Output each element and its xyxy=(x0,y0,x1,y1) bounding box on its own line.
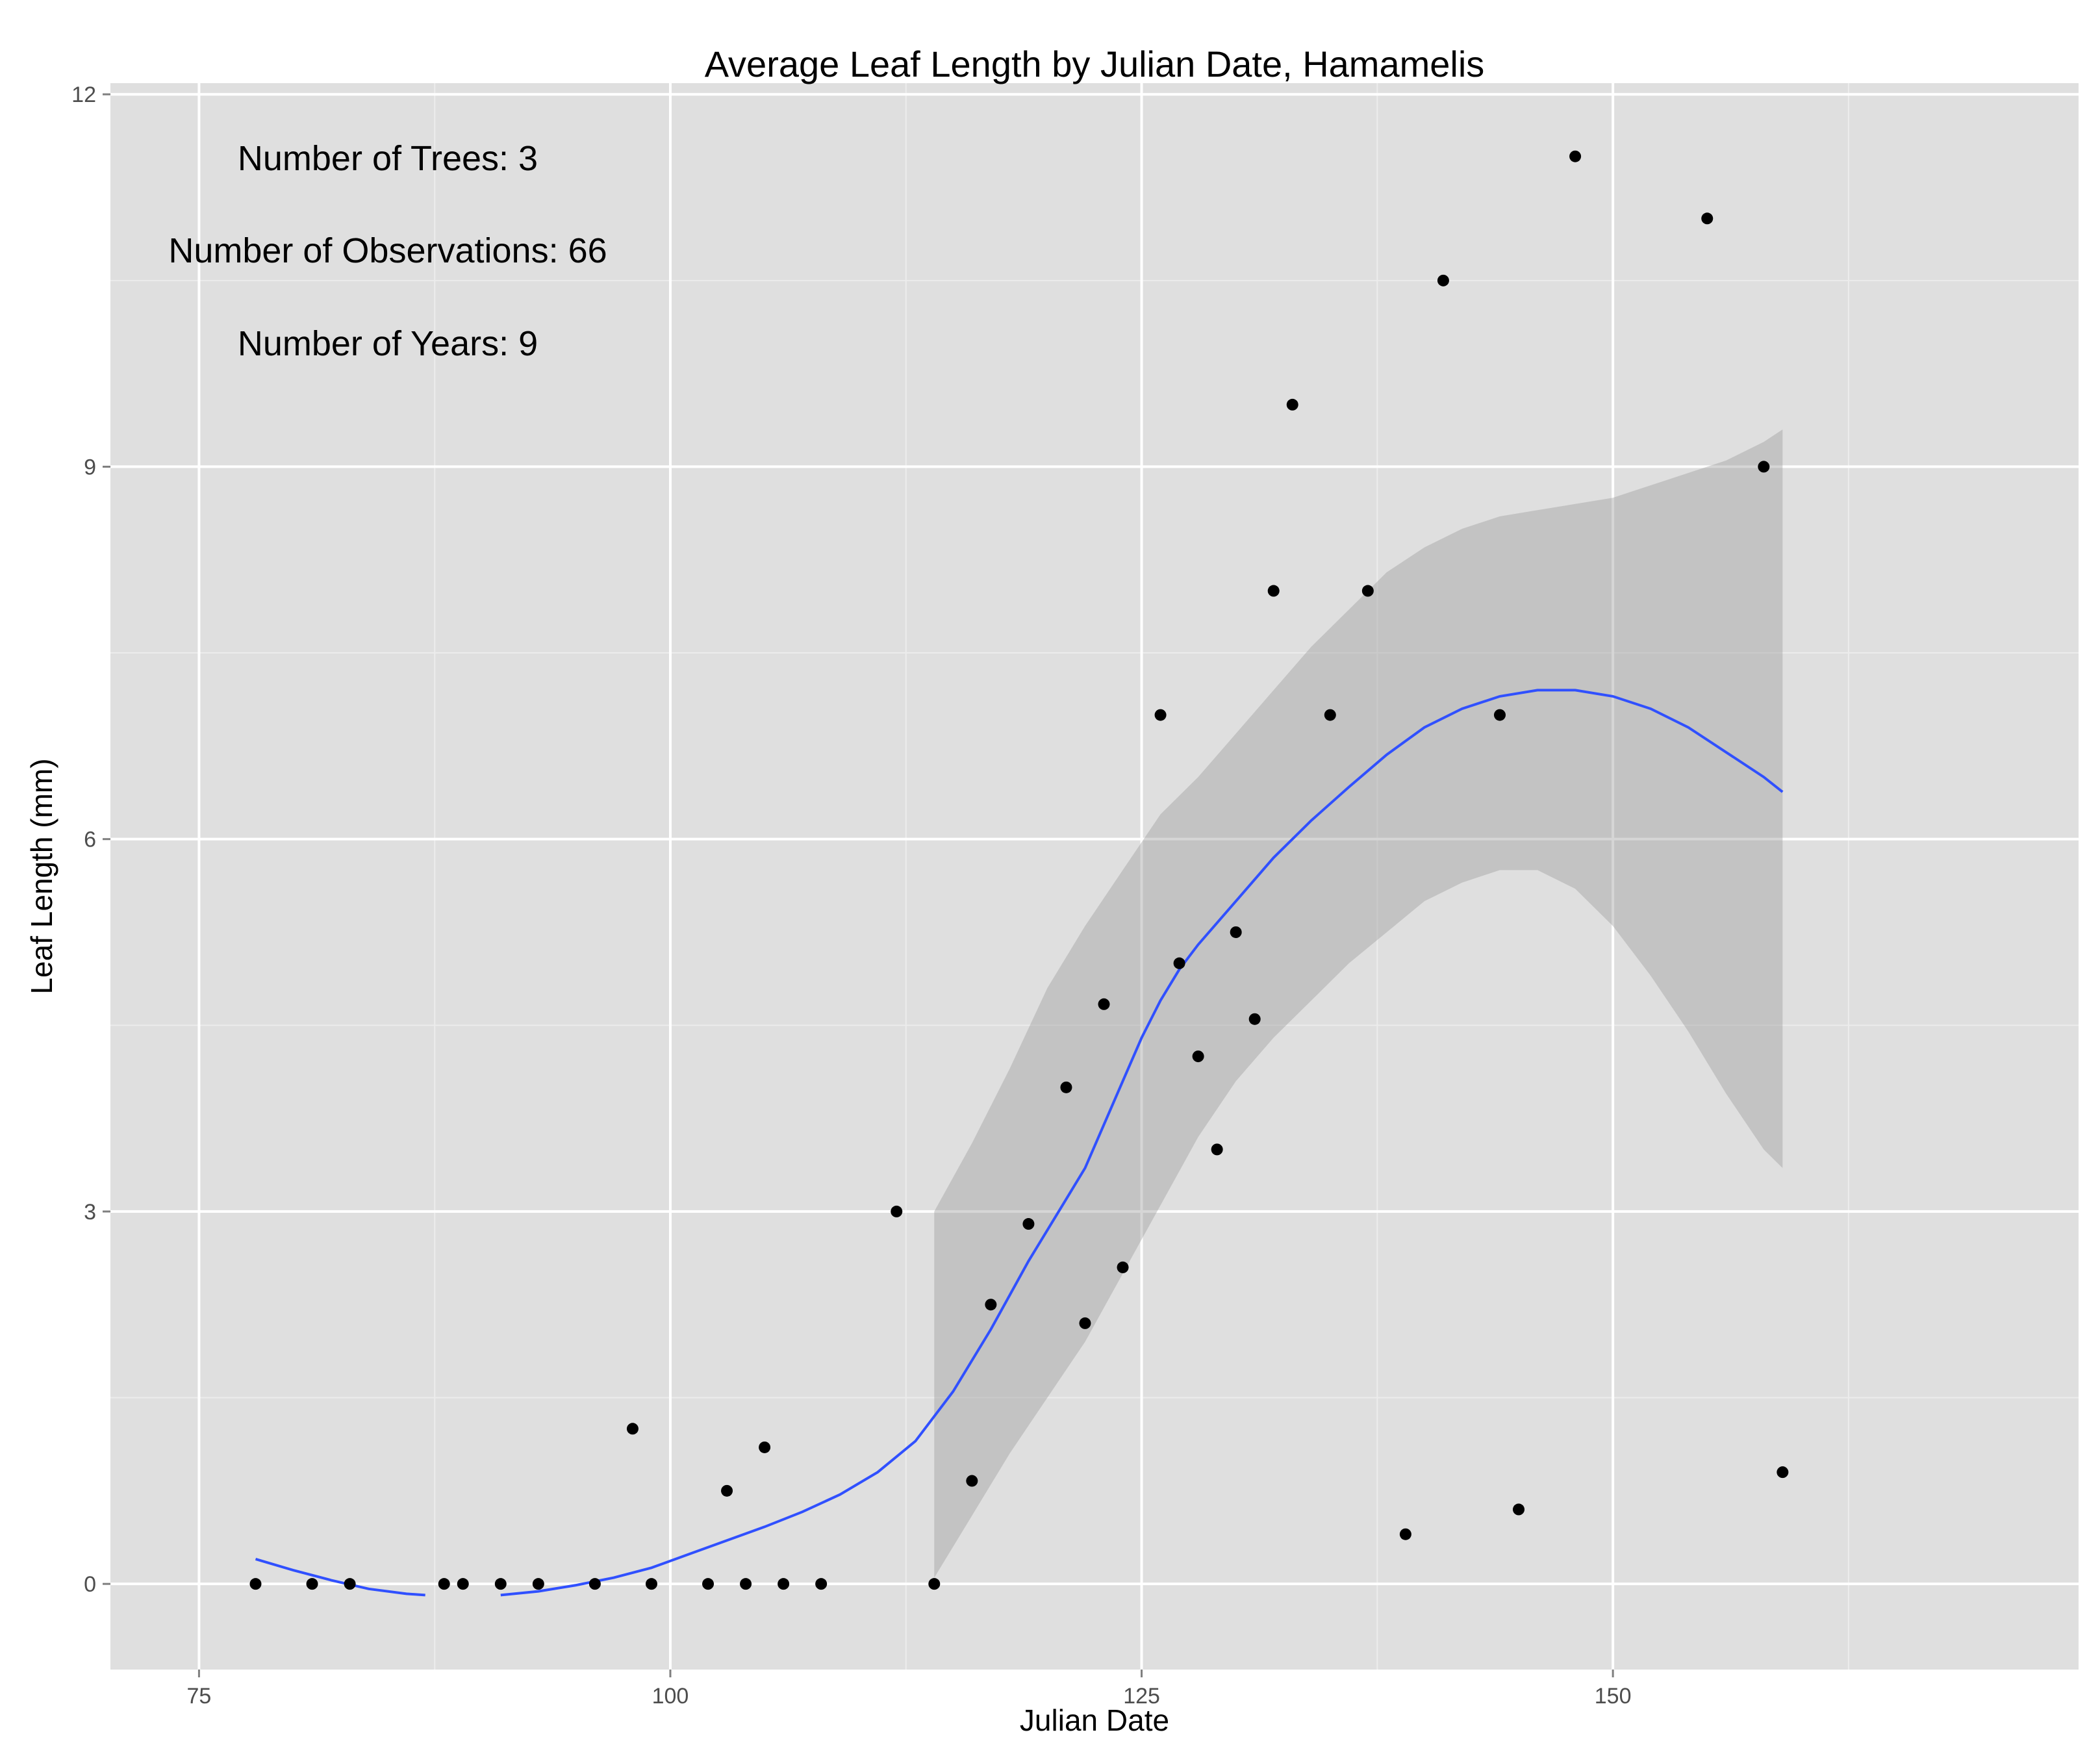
y-tick-label: 12 xyxy=(71,83,96,107)
data-point xyxy=(928,1578,941,1590)
x-axis: 75 100 125 150 xyxy=(186,1670,1631,1709)
data-point xyxy=(1777,1466,1789,1479)
smooth-line xyxy=(500,689,1784,1597)
data-point xyxy=(778,1578,790,1590)
data-point xyxy=(966,1475,978,1487)
data-point xyxy=(1192,1050,1204,1063)
data-point xyxy=(1154,709,1167,721)
data-point xyxy=(1117,1261,1129,1273)
data-point xyxy=(1079,1317,1091,1329)
data-point xyxy=(740,1578,752,1590)
data-point xyxy=(344,1578,356,1590)
data-point xyxy=(1267,585,1280,597)
grid-minor xyxy=(110,83,2079,1670)
x-tick-label: 75 xyxy=(186,1684,211,1709)
data-point xyxy=(1361,585,1374,597)
y-axis: 0 3 6 9 12 xyxy=(71,83,110,1597)
y-axis-label: Leaf Length (mm) xyxy=(25,758,58,994)
data-point xyxy=(1173,957,1185,969)
data-point xyxy=(1758,461,1770,473)
annotation-years: Number of Years: 9 xyxy=(238,324,538,363)
data-point xyxy=(1060,1081,1072,1093)
data-point xyxy=(306,1578,318,1590)
data-point xyxy=(457,1578,469,1590)
data-point xyxy=(1230,926,1242,938)
data-point xyxy=(1701,212,1714,225)
confidence-band-layer xyxy=(934,429,1783,1578)
annotation-observations: Number of Observations: 66 xyxy=(168,231,607,270)
annotation-trees: Number of Trees: 3 xyxy=(238,139,538,178)
data-point xyxy=(588,1578,601,1590)
data-point xyxy=(1513,1503,1525,1516)
x-tick-label: 150 xyxy=(1595,1684,1632,1709)
y-tick-label: 6 xyxy=(84,828,96,852)
data-point xyxy=(645,1578,657,1590)
data-point xyxy=(815,1578,828,1590)
data-point xyxy=(1569,150,1582,162)
data-point xyxy=(1211,1143,1223,1156)
data-point xyxy=(759,1441,771,1453)
plot-panel xyxy=(110,83,2079,1670)
y-tick-label: 0 xyxy=(84,1572,96,1597)
data-point xyxy=(721,1484,733,1497)
data-point xyxy=(1098,998,1110,1010)
data-point xyxy=(1493,709,1506,721)
confidence-band xyxy=(934,429,1783,1578)
data-point xyxy=(494,1578,507,1590)
data-point xyxy=(1399,1528,1411,1540)
data-point xyxy=(249,1578,262,1590)
y-tick-label: 3 xyxy=(84,1200,96,1225)
x-tick-label: 100 xyxy=(652,1684,689,1709)
data-point xyxy=(1248,1013,1261,1025)
data-point xyxy=(532,1578,544,1590)
data-point xyxy=(891,1205,903,1217)
data-point xyxy=(1022,1218,1035,1230)
grid-major xyxy=(110,83,2079,1670)
data-point xyxy=(1286,398,1298,411)
data-point xyxy=(1324,709,1336,721)
data-point xyxy=(985,1299,997,1311)
points-layer xyxy=(249,150,1789,1590)
data-point xyxy=(626,1423,639,1435)
x-tick-label: 125 xyxy=(1123,1684,1160,1709)
data-point xyxy=(438,1578,450,1590)
data-point xyxy=(702,1578,715,1590)
data-point xyxy=(1437,274,1449,286)
y-tick-label: 9 xyxy=(84,455,96,479)
x-axis-label: Julian Date xyxy=(1020,1703,1169,1737)
chart-title: Average Leaf Length by Julian Date, Hama… xyxy=(705,44,1485,84)
